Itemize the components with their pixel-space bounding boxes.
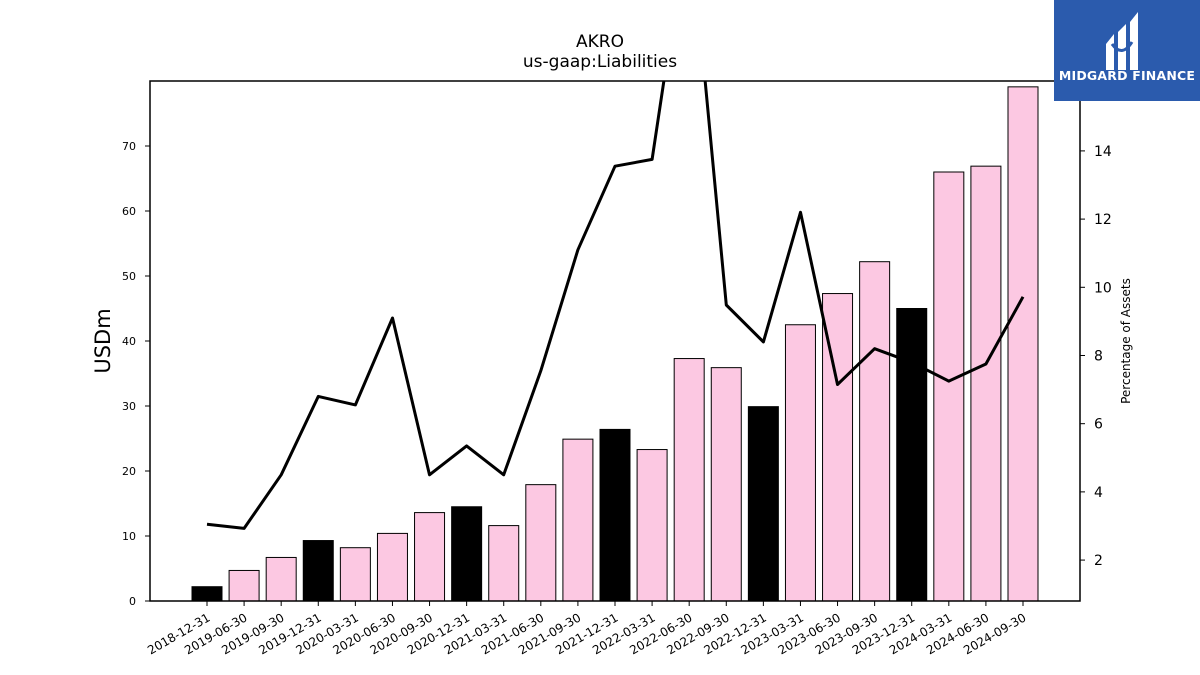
bar-2024-09-30 [1007,86,1039,602]
y-axis-right: 2 4 6 8 10 12 14 [1080,144,1112,569]
y-tick-label: 50 [122,270,136,283]
y-tick-label: 30 [122,400,136,413]
bar-2023-09-30 [859,261,891,602]
bar-2021-03-31 [488,525,520,602]
line-group [206,81,1025,530]
chart-subtitle: us-gaap:Liabilities [522,52,678,72]
logo-mark-icon [1054,0,1200,101]
bar-2020-06-30 [376,532,408,602]
y2-tick-label: 6 [1094,417,1103,433]
bar-2021-12-31 [599,428,631,602]
bar-2018-12-31 [191,586,223,602]
y-tick-label: 40 [122,335,136,348]
bar-2021-06-30 [525,484,557,602]
bar-2020-09-30 [414,512,446,602]
y-tick-label: 60 [122,205,136,218]
y-axis-left: 0 10 20 30 40 50 60 70 [122,140,150,608]
y-tick-label: 0 [129,595,136,608]
y2-tick-label: 2 [1094,553,1103,569]
y2-tick-label: 4 [1094,485,1103,501]
bar-2022-12-31 [747,406,779,602]
bar-2024-06-30 [970,165,1002,602]
bar-2019-09-30 [265,556,297,602]
y-tick-label: 10 [122,530,136,543]
bar-2022-06-30 [673,358,705,602]
y2-tick-label: 12 [1094,212,1112,228]
y2-tick-label: 14 [1094,144,1112,160]
bar-2024-03-31 [933,171,965,602]
midgard-finance-logo: MIDGARD FINANCE [1054,0,1200,101]
x-axis: 2018-12-312019-06-302019-09-302019-12-31… [145,601,1029,657]
y-axis-label: USDm [91,308,115,373]
y2-tick-label: 10 [1094,280,1112,296]
y-tick-label: 70 [122,140,136,153]
bar-2019-12-31 [302,540,334,602]
bar-2019-06-30 [228,569,260,602]
bar-2023-03-31 [784,324,816,602]
bar-group [191,86,1039,602]
bar-2020-03-31 [339,547,371,602]
bar-2023-12-31 [896,308,928,602]
chart-title: AKRO [576,32,624,52]
bar-2020-12-31 [451,506,483,602]
bar-2021-09-30 [562,438,594,602]
y2-tick-label: 8 [1094,348,1103,364]
y2-axis-label: Percentage of Assets [1119,278,1133,404]
bar-2022-03-31 [636,449,668,602]
y-tick-label: 20 [122,465,136,478]
percentage-line [206,81,1025,530]
bar-2022-09-30 [710,367,742,602]
logo-text: MIDGARD FINANCE [1058,68,1196,83]
